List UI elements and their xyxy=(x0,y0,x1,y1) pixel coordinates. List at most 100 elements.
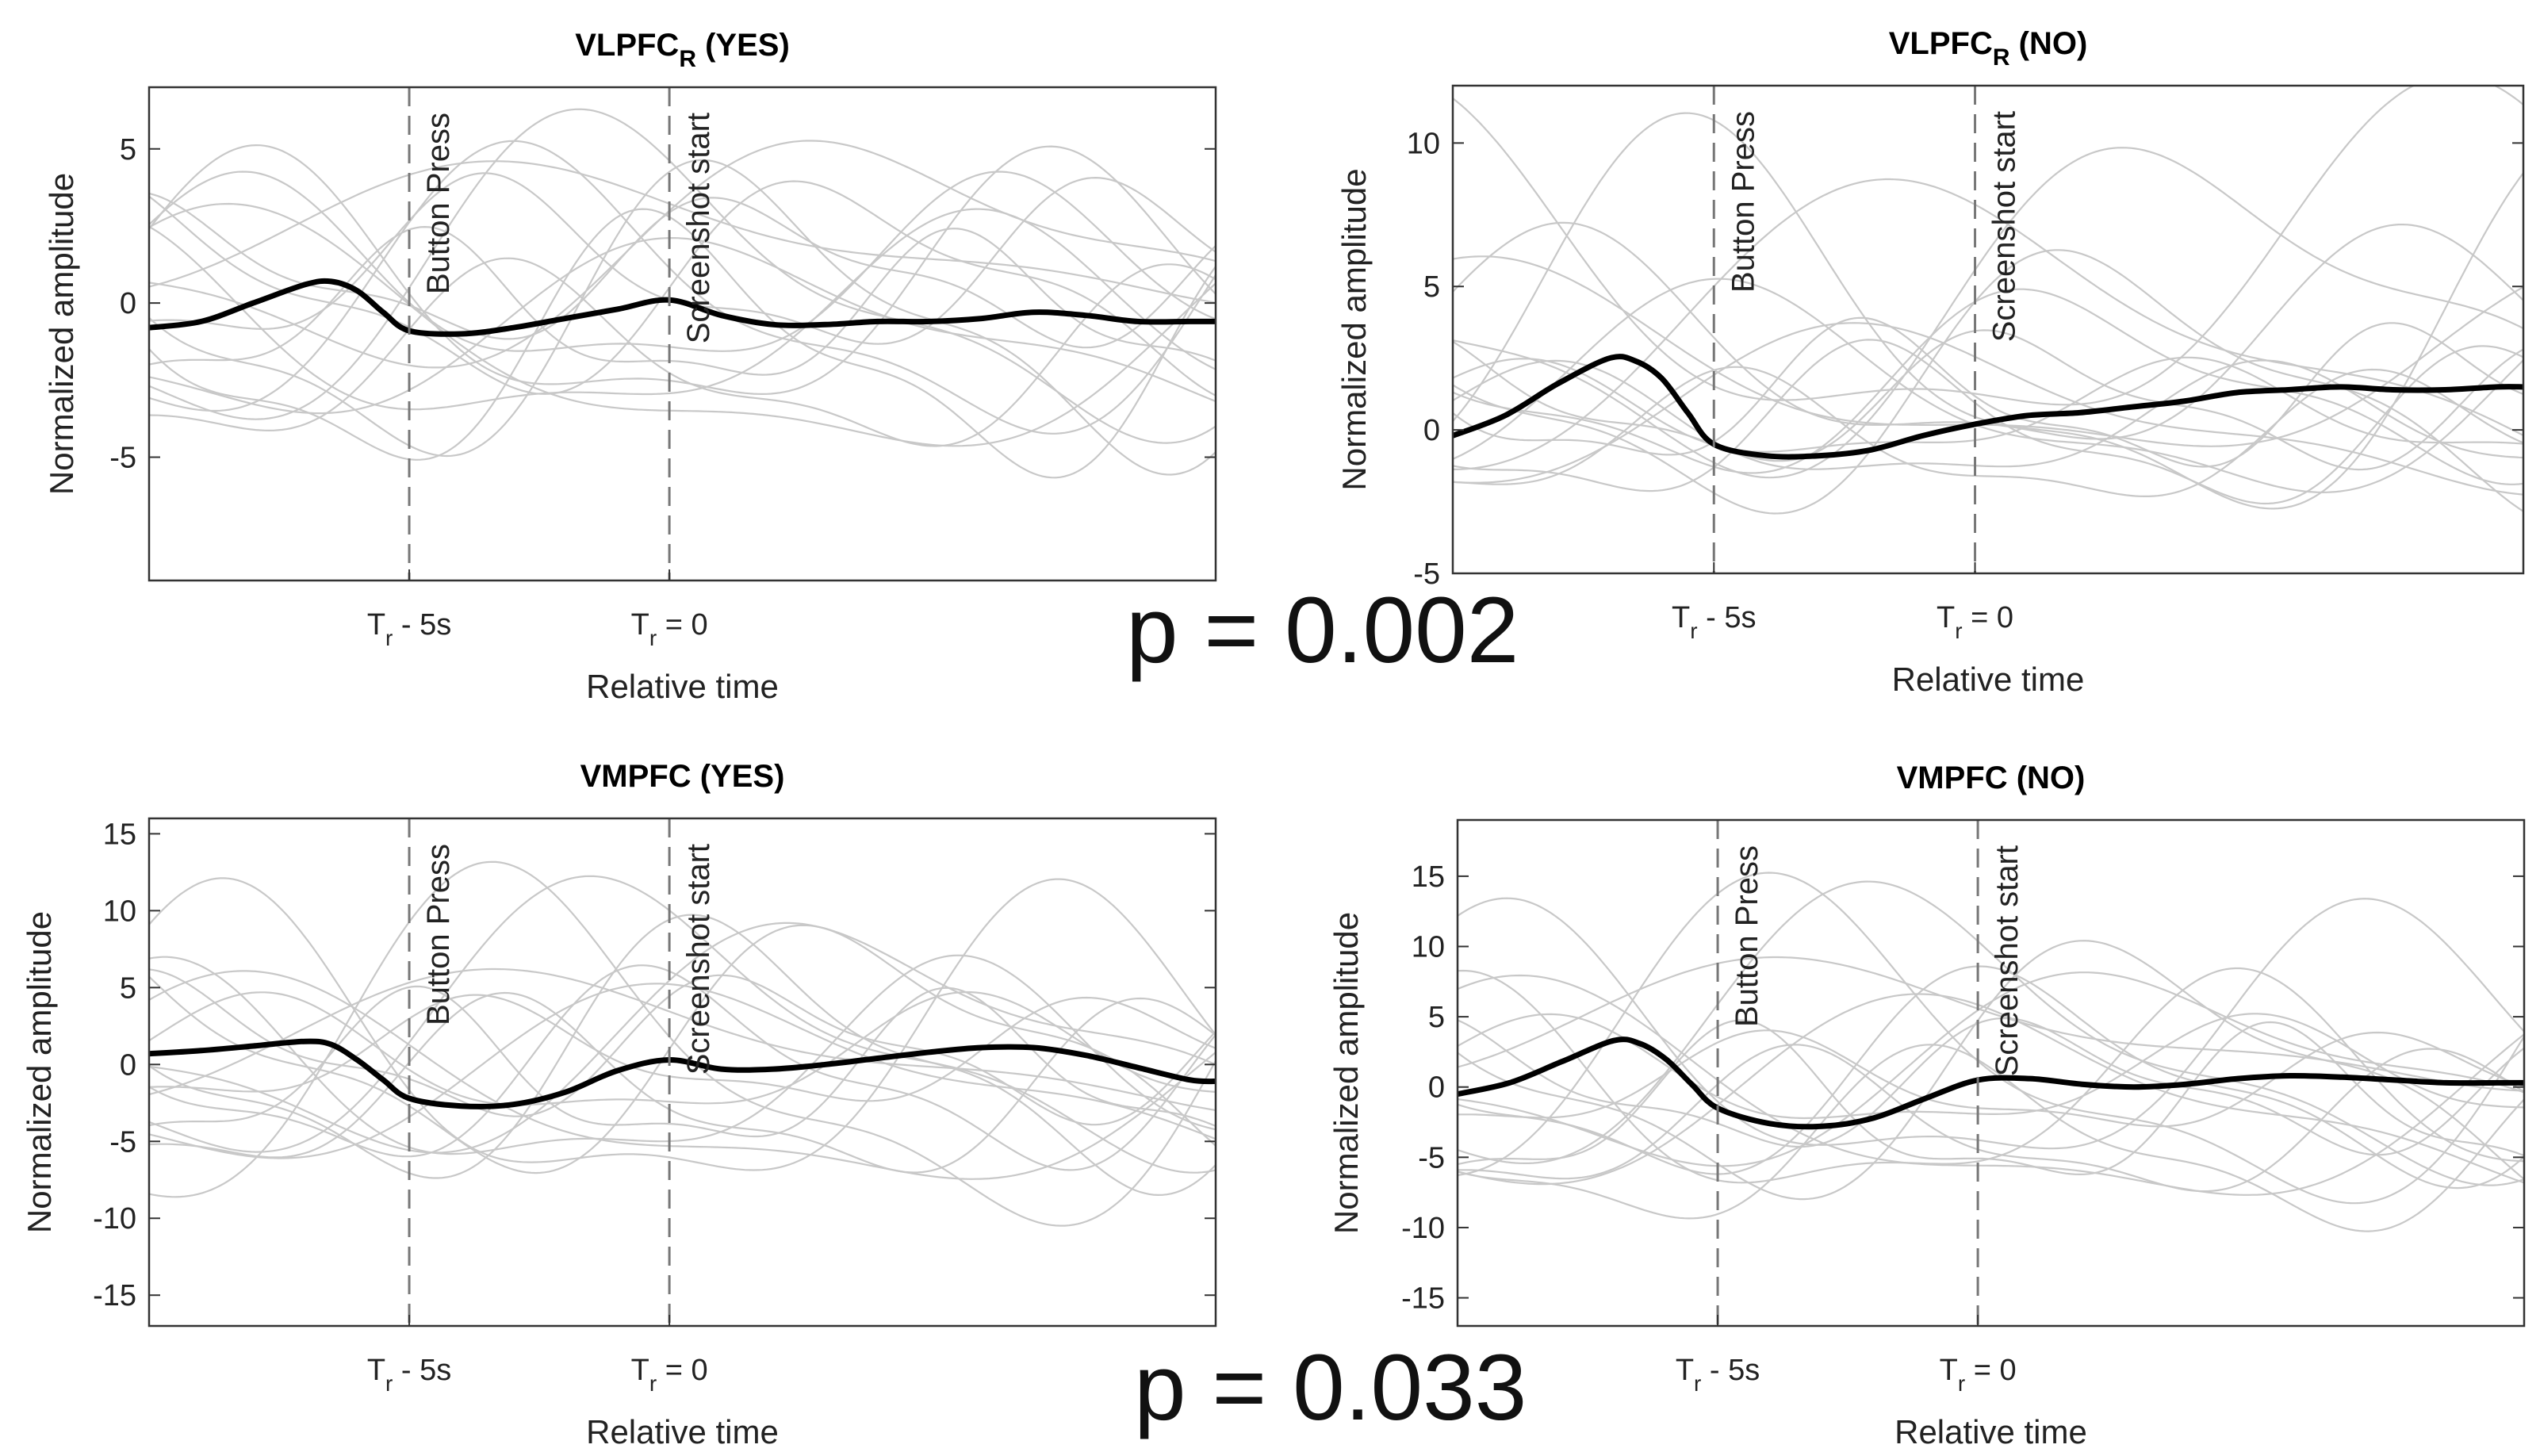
individual-series-line xyxy=(1458,897,2524,1150)
y-tick-label: 15 xyxy=(1412,860,1445,894)
title-suffix: (NO) xyxy=(2010,26,2088,61)
y-tick-label: 0 xyxy=(120,287,136,320)
individual-series-line xyxy=(1458,872,2524,1205)
individual-series-line xyxy=(149,985,1216,1138)
individual-series-line xyxy=(1458,1044,2524,1232)
individual-series-line xyxy=(1453,178,2523,470)
individual-series-line xyxy=(1458,956,2524,1092)
x-tick-main: T xyxy=(1672,601,1690,634)
individual-series-line xyxy=(1453,86,2523,406)
individual-series-line xyxy=(1453,278,2523,494)
individual-series-line xyxy=(149,983,1216,1159)
individual-series-line xyxy=(149,208,1216,411)
x-tick-main: T xyxy=(1937,601,1955,634)
individual-series-line xyxy=(1458,1013,2524,1120)
x-tick-sub: r xyxy=(1690,619,1697,643)
individual-series-line xyxy=(149,921,1216,1154)
x-axis-label: Relative time xyxy=(586,668,779,705)
y-tick-label: -15 xyxy=(93,1279,136,1312)
p-value-bottom: p = 0.033 xyxy=(1134,1335,1527,1440)
x-tick-label: Tr - 5s xyxy=(367,1354,451,1396)
title-subscript: R xyxy=(1993,44,2010,71)
individual-series-line xyxy=(1458,965,2524,1190)
panel-2: Button Press Screenshot start -15 -10 -5 0 5 10… xyxy=(21,759,1217,1450)
individual-series-line xyxy=(149,967,1216,1112)
x-tick-label: Tr = 0 xyxy=(631,1354,708,1396)
y-tick-label: -5 xyxy=(109,1125,136,1159)
event-label: Button Press xyxy=(421,844,456,1025)
x-tick-label: Tr = 0 xyxy=(1940,1354,2017,1396)
x-tick-main: T xyxy=(631,608,649,642)
y-tick-label: -5 xyxy=(1418,1141,1445,1174)
title-subscript: R xyxy=(679,46,696,72)
individual-series-line xyxy=(1453,356,2523,453)
x-tick-sub: r xyxy=(385,626,393,650)
chart-title: VLPFCR (NO) xyxy=(1889,26,2088,71)
y-tick-label: 0 xyxy=(1423,414,1440,447)
y-tick-label: 10 xyxy=(1412,931,1445,964)
x-tick-main: T xyxy=(1676,1354,1694,1387)
individual-series-line xyxy=(1453,339,2523,505)
y-tick-label: 0 xyxy=(1428,1071,1445,1105)
x-tick-suffix: - 5s xyxy=(393,1354,451,1387)
x-tick-sub: r xyxy=(1955,619,1962,643)
individual-series-line xyxy=(1453,255,2523,447)
event-label: Button Press xyxy=(421,113,456,294)
y-axis-label: Normalized amplitude xyxy=(1335,168,1373,490)
x-axis-label: Relative time xyxy=(1894,1413,2087,1450)
x-tick-sub: r xyxy=(649,1371,657,1396)
individual-series-line xyxy=(1453,366,2523,497)
individual-series-line xyxy=(1458,1044,2524,1193)
individual-series-line xyxy=(149,954,1216,1155)
y-axis-label: Normalized amplitude xyxy=(21,911,58,1233)
axes-box xyxy=(1456,818,2526,1328)
x-axis-label: Relative time xyxy=(1892,661,2085,698)
x-tick-sub: r xyxy=(1694,1371,1701,1396)
individual-series-line xyxy=(149,964,1216,1171)
y-tick-label: -10 xyxy=(1401,1212,1445,1245)
individual-series-line xyxy=(149,160,1216,304)
individual-series-line xyxy=(1458,967,2524,1184)
individual-series-line xyxy=(149,208,1216,479)
y-tick-label: -10 xyxy=(93,1202,136,1236)
y-tick-label: 5 xyxy=(1428,1001,1445,1034)
title-suffix: (YES) xyxy=(696,28,790,63)
axes-box xyxy=(1451,84,2525,575)
individual-series-line xyxy=(1458,880,2524,1186)
x-tick-suffix: = 0 xyxy=(1963,601,2013,634)
mean-series-line xyxy=(149,278,1216,337)
individual-series-line xyxy=(149,202,1216,447)
individual-series-line xyxy=(1458,974,2524,1196)
mean-series-line xyxy=(1453,354,2523,460)
individual-series-line xyxy=(149,990,1216,1106)
x-tick-main: T xyxy=(631,1354,649,1387)
x-tick-suffix: = 0 xyxy=(657,608,707,642)
event-label: Screenshot start xyxy=(1987,111,2022,342)
plot-area xyxy=(149,108,1216,479)
individual-series-line xyxy=(1453,147,2523,479)
plot-area xyxy=(1458,872,2524,1232)
individual-series-line xyxy=(149,192,1216,349)
title-main: VLPFC xyxy=(1889,26,1993,61)
plot-area xyxy=(1453,86,2523,515)
individual-series-line xyxy=(149,877,1216,1171)
y-tick-label: -5 xyxy=(1413,557,1440,591)
individual-series-line xyxy=(149,140,1216,435)
x-tick-sub: r xyxy=(385,1371,393,1396)
axes-box xyxy=(147,817,1217,1328)
y-axis-label: Normalized amplitude xyxy=(1327,912,1365,1234)
plot-area xyxy=(149,860,1216,1227)
x-tick-suffix: = 0 xyxy=(1965,1354,2016,1387)
x-tick-suffix: = 0 xyxy=(657,1354,707,1387)
chart-title: VMPFC (NO) xyxy=(1897,761,2086,795)
event-label: Screenshot start xyxy=(681,113,716,343)
y-tick-label: -5 xyxy=(109,442,136,475)
panel-1: Button Press Screenshot start -5 0 5 10 Tr - 5… xyxy=(1335,26,2525,698)
x-tick-suffix: - 5s xyxy=(1701,1354,1760,1387)
individual-series-line xyxy=(1453,322,2523,496)
x-tick-suffix: - 5s xyxy=(1698,601,1757,634)
x-tick-label: Tr = 0 xyxy=(631,608,708,650)
